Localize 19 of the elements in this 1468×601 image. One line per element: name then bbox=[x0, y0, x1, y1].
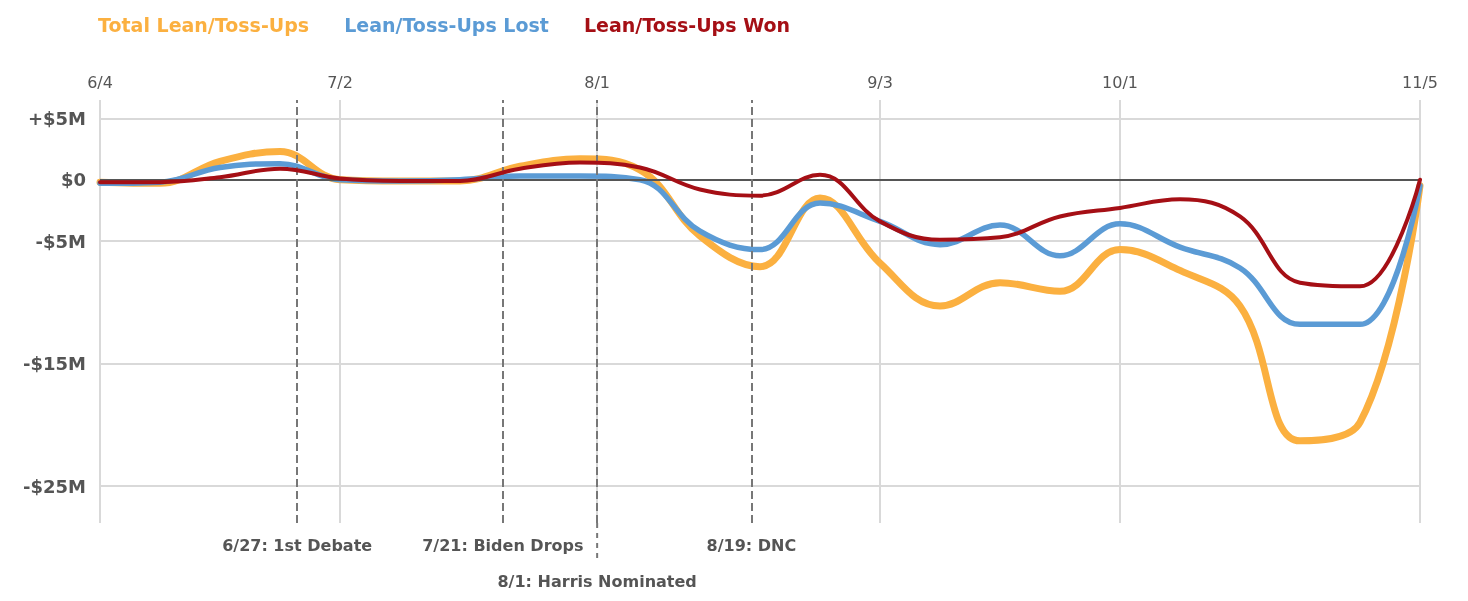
y-tick-label: $0 bbox=[60, 169, 86, 191]
x-tick-label: 6/4 bbox=[87, 72, 113, 92]
y-tick-label: -$15M bbox=[23, 353, 86, 375]
y-tick-label: -$25M bbox=[23, 475, 86, 497]
y-tick-label: +$5M bbox=[27, 107, 86, 129]
x-tick-label: 8/1 bbox=[584, 72, 611, 92]
x-tick-label: 10/1 bbox=[1102, 72, 1138, 92]
ref-line-label: 8/19: DNC bbox=[706, 535, 797, 555]
text: Total Lean/Toss-Ups bbox=[98, 13, 310, 36]
line-series bbox=[98, 160, 1422, 289]
ref-line-label: 8/1: Harris Nominated bbox=[497, 571, 697, 591]
ref-line-label: 7/21: Biden Drops bbox=[422, 535, 584, 555]
x-tick-label: 11/5 bbox=[1402, 72, 1438, 92]
y-tick-label: -$5M bbox=[35, 230, 86, 252]
ref-line-label: 6/27: 1st Debate bbox=[222, 535, 373, 555]
text: Lean/Toss-Ups Won bbox=[583, 13, 791, 36]
x-tick-label: 7/2 bbox=[327, 72, 353, 92]
text: Lean/Toss-Ups Lost bbox=[344, 13, 549, 36]
x-tick-label: 9/3 bbox=[867, 72, 893, 92]
